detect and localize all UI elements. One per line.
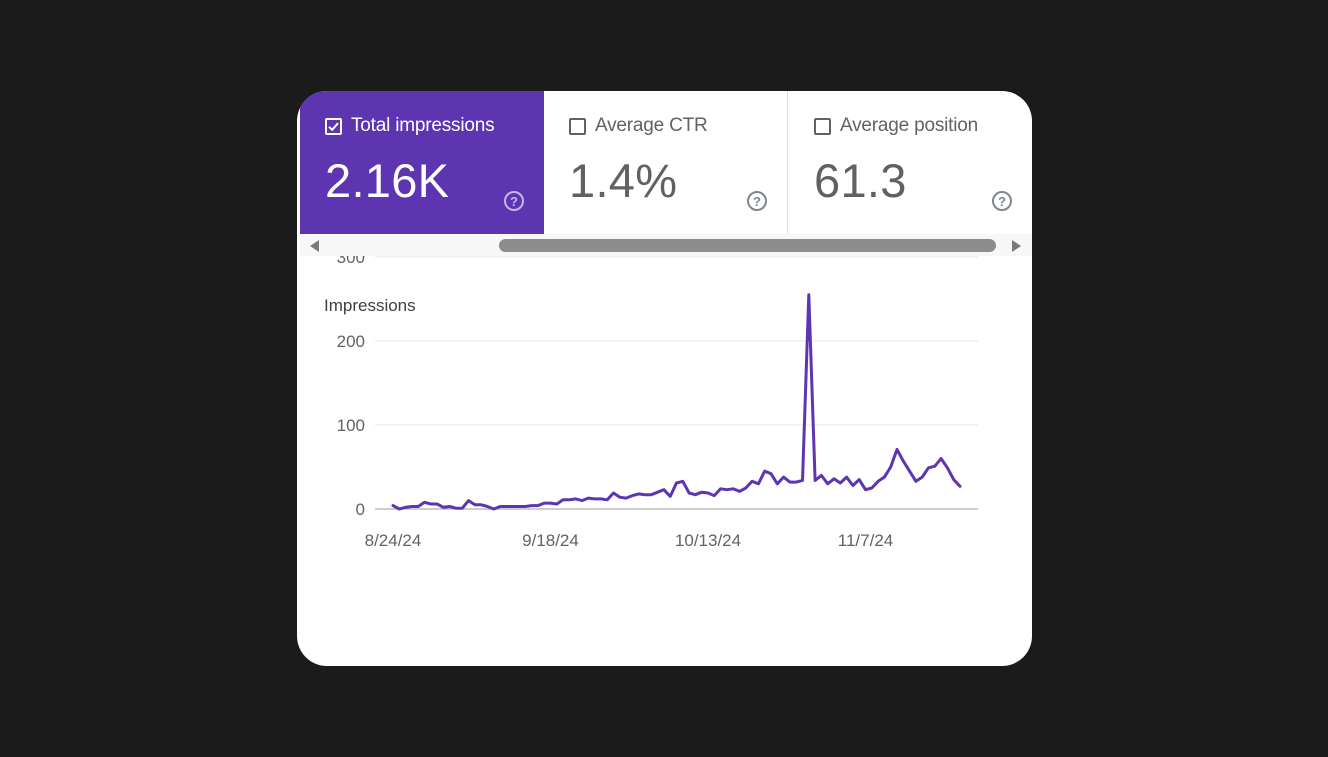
metric-tile-header: Total impressions xyxy=(325,115,495,137)
help-icon[interactable]: ? xyxy=(747,191,767,211)
scroll-left-arrow-icon[interactable] xyxy=(310,240,319,252)
checkbox-checked-icon[interactable] xyxy=(325,117,342,135)
metric-value: 1.4% xyxy=(569,154,678,207)
y-tick-label: 300 xyxy=(337,256,365,267)
help-icon[interactable]: ? xyxy=(992,191,1012,211)
checkbox-unchecked-icon[interactable] xyxy=(814,117,831,135)
metric-tile-average-position[interactable]: Average position 61.3 ? xyxy=(789,91,1032,234)
horizontal-scrollbar[interactable] xyxy=(300,234,1032,256)
metric-tile-header: Average position xyxy=(814,115,978,137)
metric-label: Average CTR xyxy=(595,115,708,136)
metric-tile-total-impressions[interactable]: Total impressions 2.16K ? xyxy=(300,91,544,234)
scroll-right-arrow-icon[interactable] xyxy=(1012,240,1021,252)
metric-tile-header: Average CTR xyxy=(569,115,708,137)
checkbox-unchecked-icon[interactable] xyxy=(569,117,586,135)
y-tick-label: 200 xyxy=(337,332,365,351)
metric-tile-average-ctr[interactable]: Average CTR 1.4% ? xyxy=(544,91,788,234)
metric-value: 2.16K xyxy=(325,154,450,207)
metric-tiles: Total impressions 2.16K ? Average CTR 1.… xyxy=(300,91,1032,234)
y-tick-label: 100 xyxy=(337,416,365,435)
scrollbar-thumb[interactable] xyxy=(499,239,996,252)
metric-label: Average position xyxy=(840,115,978,136)
x-tick-label: 10/13/24 xyxy=(675,531,741,550)
help-icon[interactable]: ? xyxy=(504,191,524,211)
x-tick-label: 9/18/24 xyxy=(522,531,579,550)
impressions-series-line[interactable] xyxy=(391,293,962,511)
metric-label: Total impressions xyxy=(351,115,495,136)
performance-card: Total impressions 2.16K ? Average CTR 1.… xyxy=(297,91,1032,666)
x-tick-label: 8/24/24 xyxy=(365,531,422,550)
metric-value: 61.3 xyxy=(814,154,907,207)
y-tick-label: 0 xyxy=(356,500,365,519)
y-axis-title: Impressions xyxy=(324,296,416,315)
impressions-chart: 0 100 200 300 8/24/24 9/18/24 10/13/24 11/7/24 … xyxy=(297,248,1032,666)
x-tick-label: 11/7/24 xyxy=(838,531,893,550)
